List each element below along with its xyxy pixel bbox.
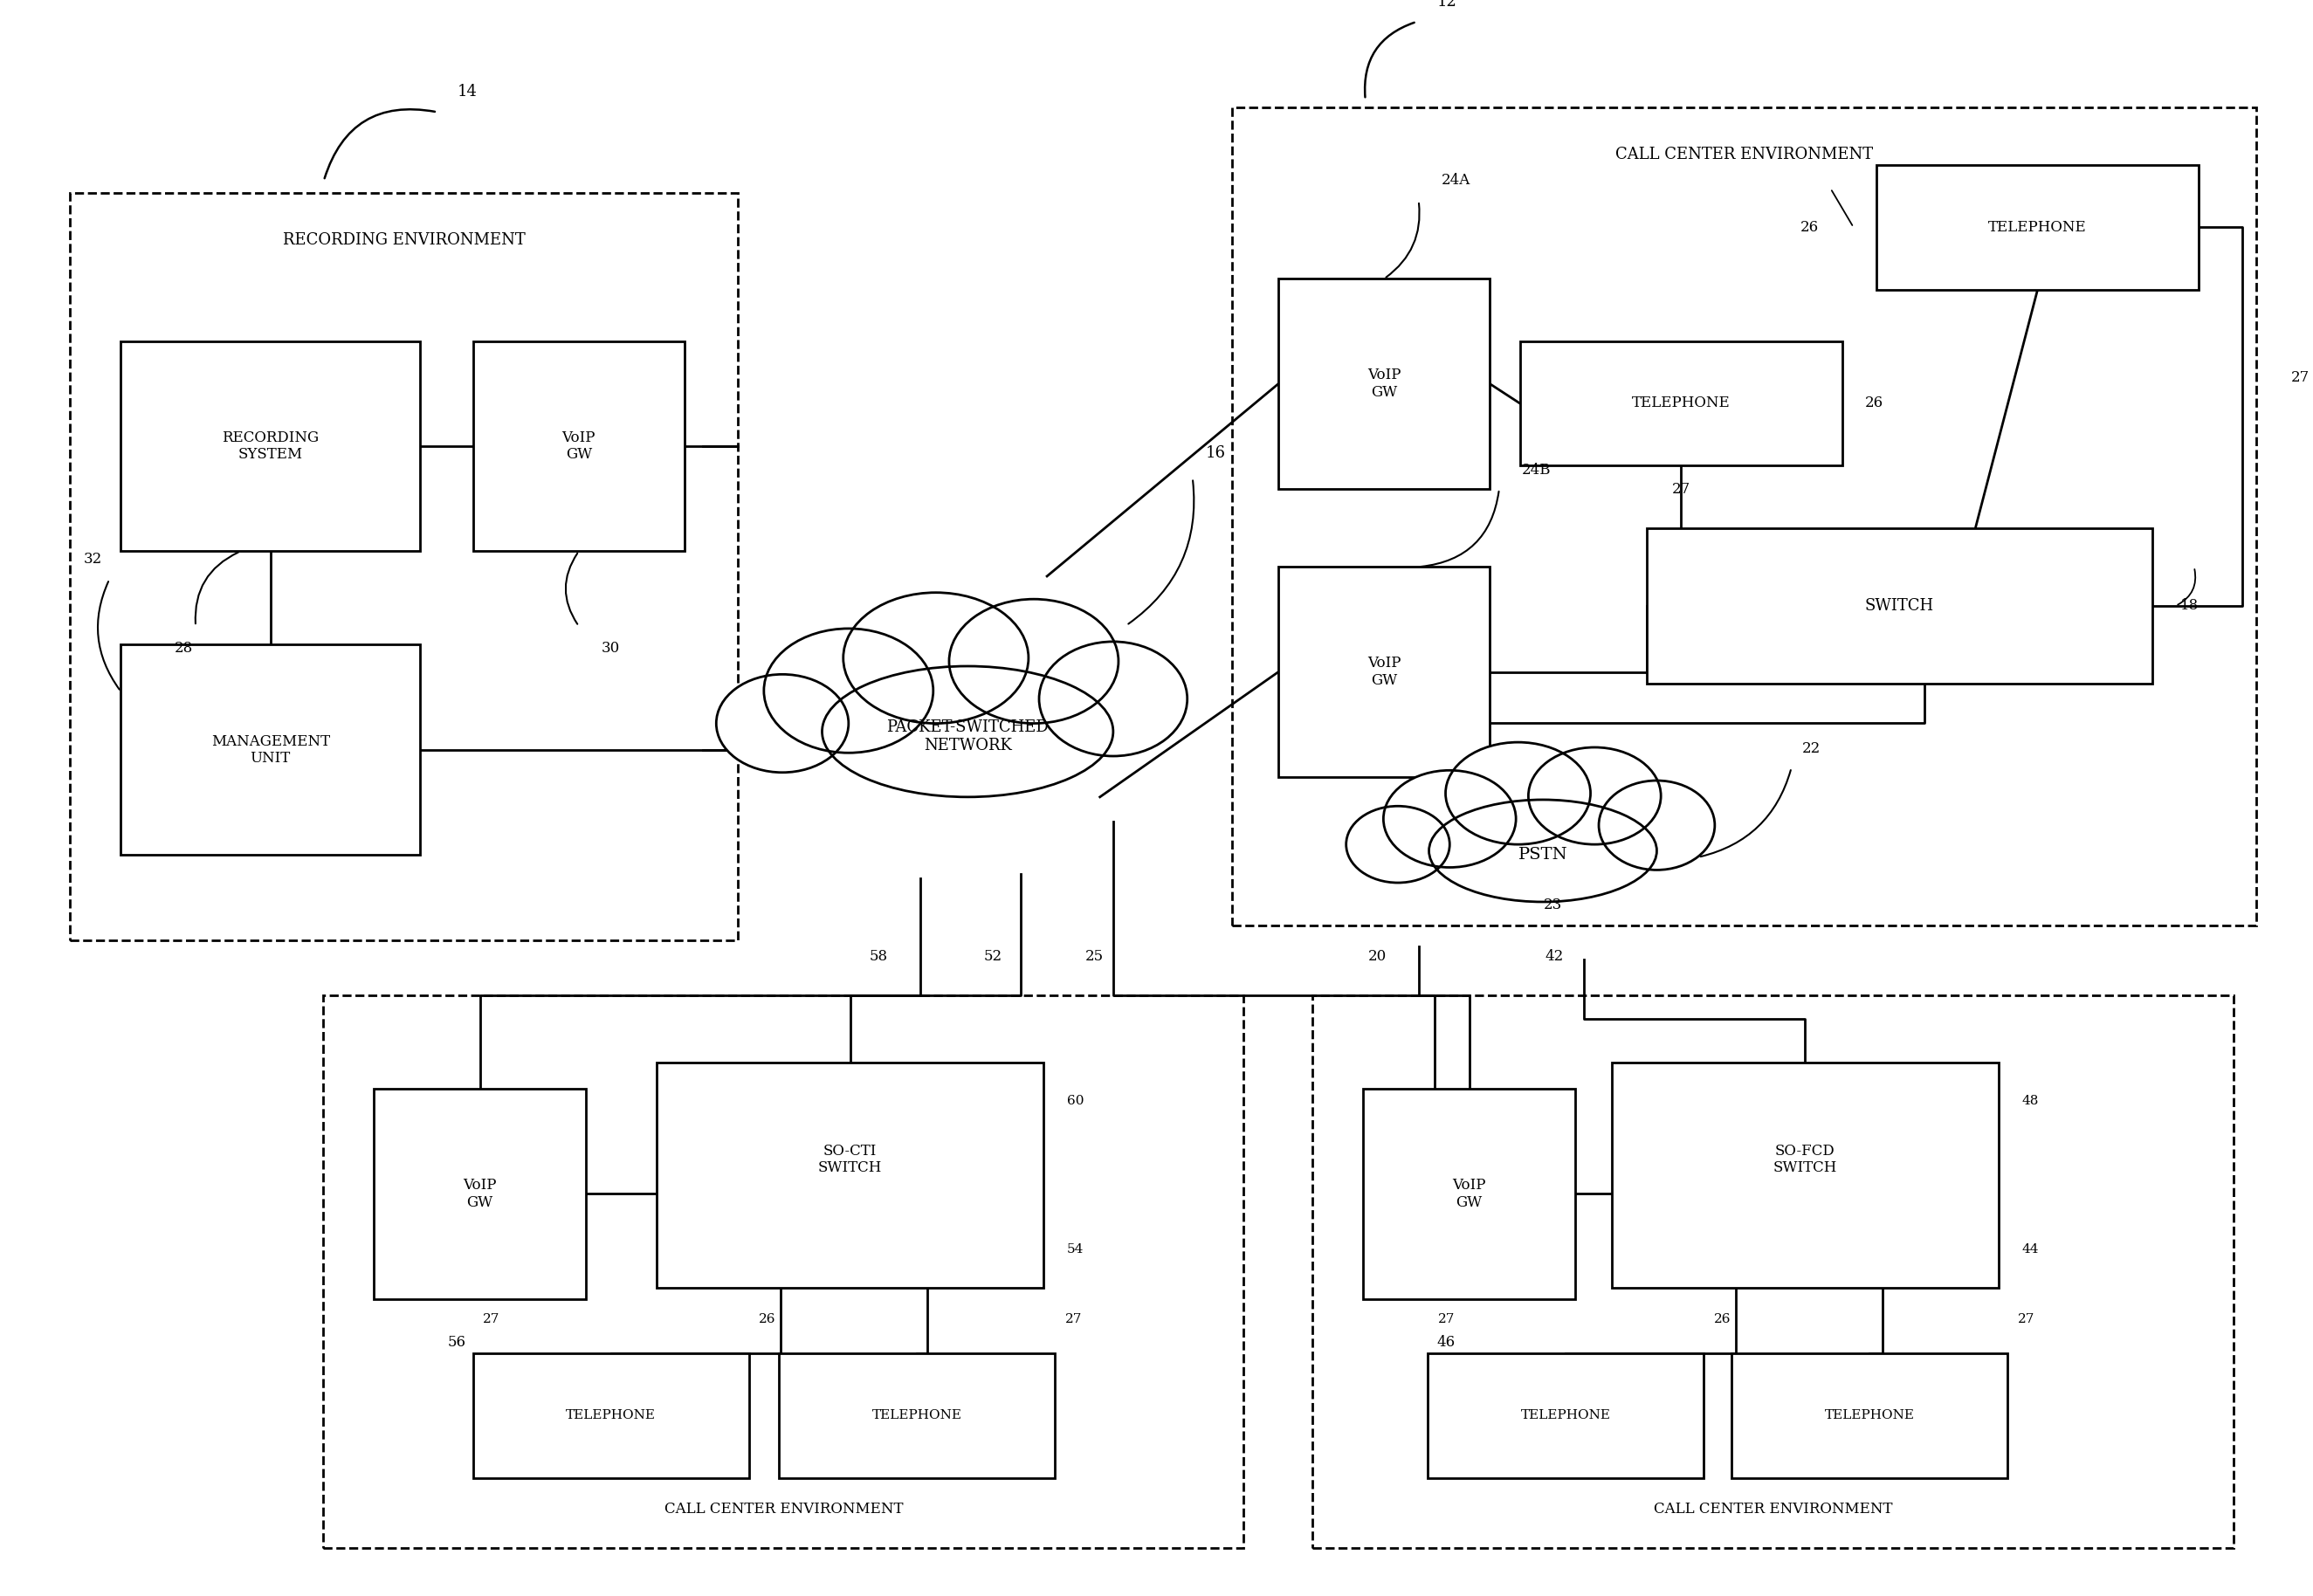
Text: SO-FCD
SWITCH: SO-FCD SWITCH — [1774, 1143, 1837, 1176]
Text: 42: 42 — [1545, 948, 1564, 964]
FancyBboxPatch shape — [1279, 279, 1490, 488]
Ellipse shape — [1598, 780, 1714, 870]
Ellipse shape — [763, 629, 932, 753]
Text: 27: 27 — [1672, 482, 1691, 496]
Text: 56: 56 — [449, 1336, 465, 1350]
Text: SWITCH: SWITCH — [1864, 598, 1934, 614]
Text: PACKET-SWITCHED
NETWORK: PACKET-SWITCHED NETWORK — [886, 720, 1048, 753]
Text: 20: 20 — [1367, 948, 1385, 964]
Text: TELEPHONE: TELEPHONE — [1825, 1409, 1915, 1422]
Ellipse shape — [1446, 742, 1591, 844]
Ellipse shape — [948, 598, 1119, 723]
Text: VoIP
GW: VoIP GW — [1453, 1178, 1485, 1210]
Text: 23: 23 — [1545, 897, 1564, 913]
Text: RECORDING
SYSTEM: RECORDING SYSTEM — [222, 431, 319, 463]
FancyBboxPatch shape — [1876, 164, 2200, 289]
Text: 28: 28 — [176, 640, 194, 656]
Text: TELEPHONE: TELEPHONE — [872, 1409, 962, 1422]
Ellipse shape — [821, 666, 1113, 796]
Text: CALL CENTER ENVIRONMENT: CALL CENTER ENVIRONMENT — [1654, 1502, 1892, 1516]
Text: 26: 26 — [1800, 220, 1818, 235]
Text: MANAGEMENT
UNIT: MANAGEMENT UNIT — [210, 734, 331, 766]
Text: 18: 18 — [2181, 598, 2200, 613]
Text: 25: 25 — [1085, 948, 1103, 964]
Ellipse shape — [1039, 642, 1187, 757]
Ellipse shape — [844, 592, 1029, 723]
Ellipse shape — [1529, 747, 1661, 844]
FancyBboxPatch shape — [120, 645, 421, 855]
Text: VoIP
GW: VoIP GW — [463, 1178, 497, 1210]
Text: 22: 22 — [1802, 741, 1820, 757]
FancyBboxPatch shape — [472, 342, 685, 551]
Text: 26: 26 — [1864, 396, 1883, 410]
Text: PSTN: PSTN — [1517, 847, 1568, 862]
Text: 48: 48 — [2022, 1095, 2038, 1108]
Text: RECORDING ENVIRONMENT: RECORDING ENVIRONMENT — [282, 231, 525, 247]
Text: 27: 27 — [1064, 1314, 1082, 1325]
Text: 24A: 24A — [1441, 174, 1471, 188]
Text: TELEPHONE: TELEPHONE — [1631, 396, 1730, 410]
Text: 30: 30 — [601, 640, 620, 656]
Text: 32: 32 — [83, 552, 102, 567]
Text: 12: 12 — [1436, 0, 1457, 10]
Ellipse shape — [1383, 771, 1515, 867]
Ellipse shape — [1429, 800, 1656, 902]
FancyBboxPatch shape — [657, 1063, 1043, 1288]
FancyBboxPatch shape — [1520, 342, 1841, 466]
Text: 27: 27 — [2290, 370, 2308, 385]
Text: CALL CENTER ENVIRONMENT: CALL CENTER ENVIRONMENT — [1614, 147, 1874, 163]
FancyBboxPatch shape — [375, 1088, 585, 1299]
Text: TELEPHONE: TELEPHONE — [567, 1409, 657, 1422]
Text: 16: 16 — [1205, 445, 1226, 461]
FancyBboxPatch shape — [779, 1353, 1055, 1478]
Ellipse shape — [717, 675, 849, 772]
Text: 44: 44 — [2022, 1243, 2038, 1254]
Text: 26: 26 — [759, 1314, 775, 1325]
Text: 26: 26 — [1714, 1314, 1730, 1325]
Text: 52: 52 — [983, 948, 1002, 964]
FancyBboxPatch shape — [472, 1353, 749, 1478]
FancyBboxPatch shape — [1612, 1063, 1998, 1288]
Text: VoIP
GW: VoIP GW — [1367, 656, 1402, 688]
Text: 58: 58 — [870, 948, 888, 964]
Text: 27: 27 — [1439, 1314, 1455, 1325]
FancyBboxPatch shape — [1647, 528, 2153, 683]
Text: CALL CENTER ENVIRONMENT: CALL CENTER ENVIRONMENT — [664, 1502, 902, 1516]
Text: TELEPHONE: TELEPHONE — [1522, 1409, 1610, 1422]
Text: 27: 27 — [483, 1314, 500, 1325]
FancyBboxPatch shape — [1279, 567, 1490, 777]
Text: 46: 46 — [1436, 1336, 1455, 1350]
Text: 24B: 24B — [1522, 463, 1552, 477]
FancyBboxPatch shape — [1732, 1353, 2008, 1478]
FancyBboxPatch shape — [1427, 1353, 1705, 1478]
Text: 14: 14 — [458, 85, 476, 99]
Text: VoIP
GW: VoIP GW — [562, 431, 594, 463]
Text: 54: 54 — [1066, 1243, 1082, 1254]
Text: VoIP
GW: VoIP GW — [1367, 369, 1402, 401]
FancyBboxPatch shape — [120, 342, 421, 551]
Ellipse shape — [1346, 806, 1450, 883]
Text: 27: 27 — [2017, 1314, 2035, 1325]
FancyBboxPatch shape — [1362, 1088, 1575, 1299]
Text: 60: 60 — [1066, 1095, 1082, 1108]
Text: SO-CTI
SWITCH: SO-CTI SWITCH — [819, 1143, 881, 1176]
Text: TELEPHONE: TELEPHONE — [1989, 220, 2086, 235]
